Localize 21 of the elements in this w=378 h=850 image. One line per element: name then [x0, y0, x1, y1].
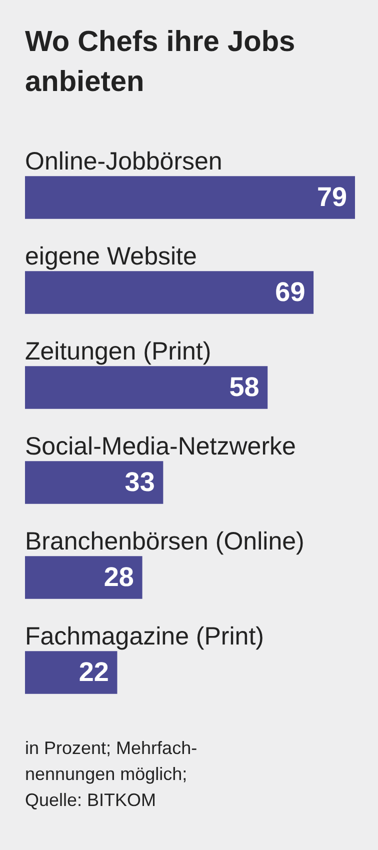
y-tick-label: Online-Jobbörsen [25, 148, 222, 176]
data-label: 58 [229, 372, 260, 402]
bar [25, 366, 268, 409]
data-label: 28 [104, 562, 134, 592]
bar [25, 461, 164, 504]
data-label: 79 [316, 182, 347, 212]
chart-title: Wo Chefs ihre Jobs anbieten [25, 25, 296, 100]
source-note: Quelle: BITKOM [25, 789, 158, 812]
y-tick-label: eigene Website [25, 242, 197, 270]
bar [25, 271, 314, 314]
bar [25, 176, 355, 219]
y-tick-label: Fachmagazine (Print) [25, 622, 264, 650]
y-tick-label: Zeitungen (Print) [25, 338, 212, 366]
y-tick-label: Branchenbörsen (Online) [25, 528, 304, 556]
data-label: 69 [275, 276, 306, 307]
bar [25, 651, 118, 694]
data-label: 22 [78, 656, 109, 687]
data-label: 33 [124, 466, 155, 497]
y-tick-label: Social-Media-Netzwerke [25, 432, 296, 460]
bar [25, 556, 142, 599]
text: in Prozent; Mehrfach-nennungen möglich; [25, 737, 198, 786]
